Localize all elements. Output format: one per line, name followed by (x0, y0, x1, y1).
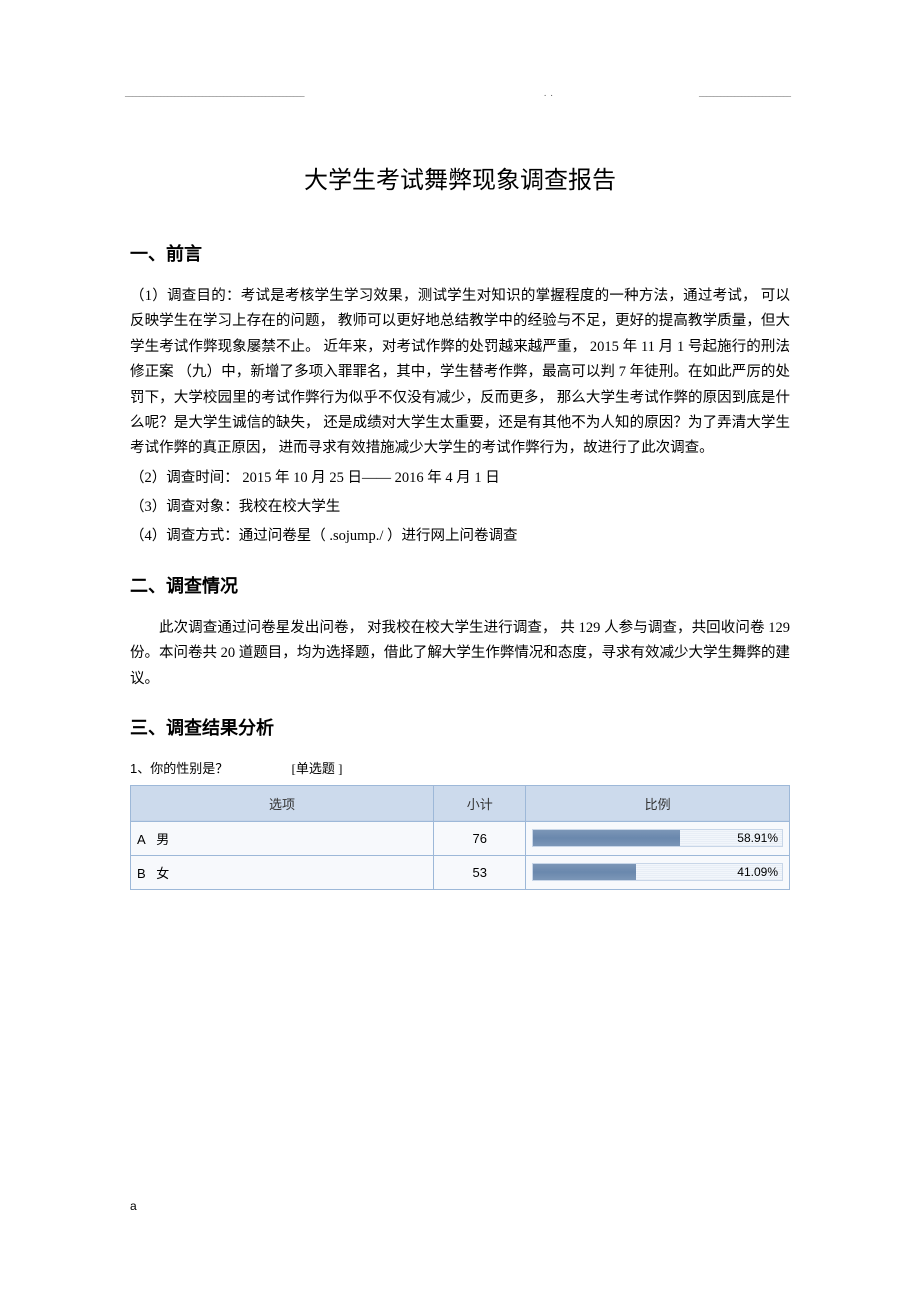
section-1-p1: （1）调查目的：考试是考核学生学习效果，测试学生对知识的掌握程度的一种方法，通过… (130, 284, 790, 462)
header-left-line: ________________________________________… (125, 88, 304, 98)
option-cell: B 女 (131, 855, 434, 889)
ratio-cell: 58.91% (526, 821, 790, 855)
section-1-p4: （4）调查方式：通过问卷星（ .sojump./ ）进行网上问卷调查 (130, 524, 790, 549)
count-cell: 76 (434, 821, 526, 855)
bar-fill (533, 864, 635, 880)
header-count: 小计 (434, 785, 526, 821)
bar-percent-label: 58.91% (737, 831, 778, 845)
page-header-marks: ________________________________________… (125, 88, 790, 98)
table-header-row: 选项 小计 比例 (131, 785, 790, 821)
question-1-table: 选项 小计 比例 A 男7658.91%B 女5341.09% (130, 785, 790, 890)
table-body: A 男7658.91%B 女5341.09% (131, 821, 790, 889)
question-text: 、你的性别是？ (137, 761, 228, 776)
document-title: 大学生考试舞弊现象调查报告 (130, 160, 790, 195)
header-ratio: 比例 (526, 785, 790, 821)
section-1-p2: （2）调查时间： 2015 年 10 月 25 日—— 2016 年 4 月 1… (130, 466, 790, 491)
header-option: 选项 (131, 785, 434, 821)
option-cell: A 男 (131, 821, 434, 855)
page-footer: a (130, 1199, 137, 1213)
bar-fill (533, 830, 679, 846)
count-cell: 53 (434, 855, 526, 889)
section-2-heading: 二、调查情况 (130, 572, 790, 598)
header-small-dots: . . (544, 88, 554, 98)
option-letter: B (137, 866, 153, 881)
ratio-cell: 41.09% (526, 855, 790, 889)
bar-percent-label: 41.09% (737, 865, 778, 879)
table-row: A 男7658.91% (131, 821, 790, 855)
section-1-p3: （3）调查对象：我校在校大学生 (130, 495, 790, 520)
section-1-heading: 一、前言 (130, 240, 790, 266)
section-3-heading: 三、调查结果分析 (130, 714, 790, 740)
bar-container: 58.91% (532, 829, 783, 847)
question-1-label: 1、你的性别是？ [单选题 ] (130, 758, 790, 777)
bar-container: 41.09% (532, 863, 783, 881)
question-type: [单选题 ] (292, 761, 343, 776)
option-letter: A (137, 832, 153, 847)
table-row: B 女5341.09% (131, 855, 790, 889)
option-label: 男 (153, 832, 169, 847)
header-right-line: __________________________ (699, 88, 790, 98)
section-2-p1: 此次调查通过问卷星发出问卷， 对我校在校大学生进行调查， 共 129 人参与调查… (130, 616, 790, 692)
option-label: 女 (153, 866, 169, 881)
page-content: 大学生考试舞弊现象调查报告 一、前言 （1）调查目的：考试是考核学生学习效果，测… (0, 0, 920, 930)
